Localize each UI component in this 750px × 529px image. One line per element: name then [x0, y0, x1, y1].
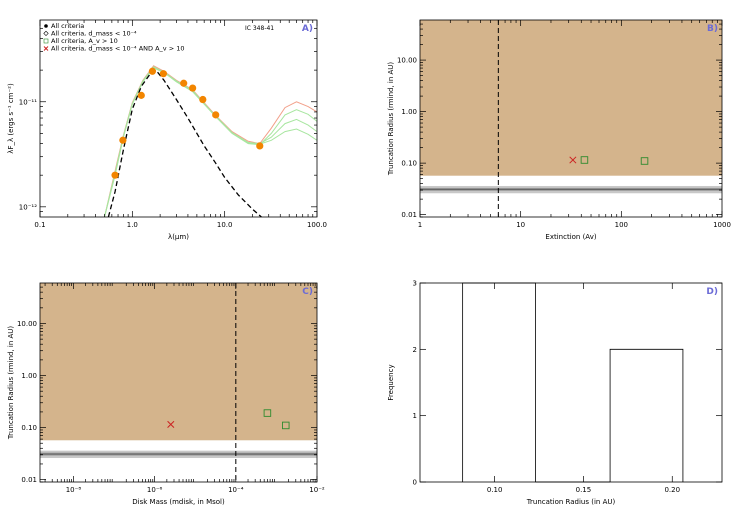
legend-entry-text: All criteria, A_v > 10	[51, 37, 118, 45]
allowed-region-shading	[420, 20, 722, 176]
observed-flux-point	[199, 95, 207, 104]
y-tick-label: 0.01	[21, 476, 37, 484]
legend-marker-filled-circle	[44, 24, 48, 28]
panel-letter: D)	[706, 287, 718, 297]
observed-flux-point	[212, 111, 220, 119]
data-point-x-marker	[167, 420, 175, 428]
observed-flux-point	[180, 79, 188, 87]
legend-entry-text: All criteria	[51, 22, 84, 30]
data-point-square	[580, 156, 589, 164]
y-axis-title: Truncation Radius (rmind, in AU)	[387, 62, 395, 177]
y-tick-label: 0.01	[401, 211, 417, 219]
x-tick-label: 0.15	[576, 486, 592, 494]
panel-letter: A)	[302, 24, 313, 34]
x-tick-label: 100	[615, 221, 628, 229]
x-axis-title: Extinction (Av)	[545, 233, 596, 241]
data-point-x-marker	[569, 156, 577, 164]
x-axis-title: Disk Mass (mdisk, in Msol)	[132, 498, 225, 506]
model-fit-line	[104, 67, 317, 217]
legend-entry-text: All criteria, d_mass < 10⁻⁴ AND A_v > 10	[51, 45, 185, 53]
y-axis-title: Frequency	[387, 364, 395, 400]
observed-flux-point	[159, 70, 167, 78]
panel-a-sed-plot: 0.1 1.0 10.0 100.0 10⁻¹² 10⁻¹¹ λ(μm) λF_λ (ergs…	[7, 19, 327, 241]
legend-marker-open-diamond	[43, 30, 49, 37]
scatter-plot-area	[40, 283, 317, 482]
x-tick-label: 10.0	[217, 221, 233, 229]
x-tick-label: 10⁻⁴	[228, 486, 244, 494]
panel-d-truncation-histogram: 0.10 0.15 0.20 0 1 2 3 Truncation Radius (in AU…	[387, 280, 723, 506]
observed-flux-point	[189, 84, 197, 92]
x-tick-label: 0.10	[487, 486, 503, 494]
panel-letter: B)	[707, 24, 718, 34]
x-axis-title: Truncation Radius (in AU)	[526, 498, 616, 506]
panel-a-plot-area	[104, 65, 317, 217]
scatter-plot-area	[420, 20, 722, 217]
y-tick-label: 10⁻¹²	[19, 203, 37, 211]
y-axis-title: λF_λ (ergs s⁻¹ cm⁻²)	[7, 83, 15, 154]
y-tick-label: 0	[413, 479, 417, 487]
observed-flux-point	[256, 142, 264, 150]
x-axis-title: λ(μm)	[168, 233, 189, 241]
photosphere-dashed-line	[107, 69, 262, 217]
model-fit-line	[104, 65, 317, 217]
legend-marker-open-square	[43, 38, 49, 44]
y-axis-title: Truncation Radius (rmind, in AU)	[7, 326, 15, 441]
y-tick-label: 3	[413, 280, 417, 288]
observed-flux-point	[119, 136, 127, 144]
plot-frame	[419, 282, 723, 483]
plot-frame	[419, 19, 723, 218]
y-tick-label: 10.00	[397, 57, 417, 65]
data-point-square	[640, 157, 649, 165]
y-tick-label: 1.00	[21, 372, 37, 380]
observed-flux-point	[111, 171, 119, 179]
data-point-square	[282, 421, 290, 430]
legend-entry-text: All criteria, d_mass < 10⁻⁴	[51, 30, 137, 38]
histogram-bar	[462, 282, 536, 482]
model-fit-line	[104, 66, 317, 217]
x-tick-label: 0.1	[34, 221, 45, 229]
x-tick-label: 10⁻⁸	[66, 486, 82, 494]
x-tick-label: 0.20	[664, 486, 680, 494]
observed-flux-point	[148, 67, 157, 75]
plot-frame	[39, 19, 318, 218]
plot-frame	[39, 282, 318, 483]
data-point-x-marker	[43, 46, 49, 51]
x-tick-label: 1	[418, 221, 422, 229]
x-tick-label: 100.0	[307, 221, 327, 229]
y-tick-label: 0.10	[401, 160, 417, 168]
observed-flux-point	[137, 91, 145, 99]
source-name-label: IC 348-41	[245, 25, 274, 32]
y-tick-label: 0.10	[21, 424, 37, 432]
panel-letter: C)	[302, 287, 313, 297]
x-tick-label: 10⁻²	[309, 486, 325, 494]
data-point-square	[263, 409, 272, 417]
histogram-bar	[609, 348, 684, 482]
y-tick-label: 1.00	[401, 108, 417, 116]
y-tick-label: 1	[413, 412, 417, 420]
x-tick-label: 10	[516, 221, 525, 229]
y-tick-label: 10.00	[17, 320, 37, 328]
panel-b-truncation-vs-extinction: 1 10 100 1000 0.01 0.10 1.00 10.00 Extinction (A…	[387, 19, 731, 241]
allowed-region-shading	[40, 283, 317, 441]
y-tick-label: 10⁻¹¹	[19, 98, 37, 106]
x-tick-label: 1000	[713, 221, 731, 229]
x-tick-label: 1.0	[127, 221, 138, 229]
model-fit-line	[104, 66, 317, 217]
panel-c-truncation-vs-diskmass: 10⁻⁸ 10⁻⁶ 10⁻⁴ 10⁻² 0.01 0.10 1.00 10.00 Disk Ma…	[7, 282, 325, 506]
y-tick-label: 2	[413, 346, 417, 354]
x-tick-label: 10⁻⁶	[147, 486, 163, 494]
